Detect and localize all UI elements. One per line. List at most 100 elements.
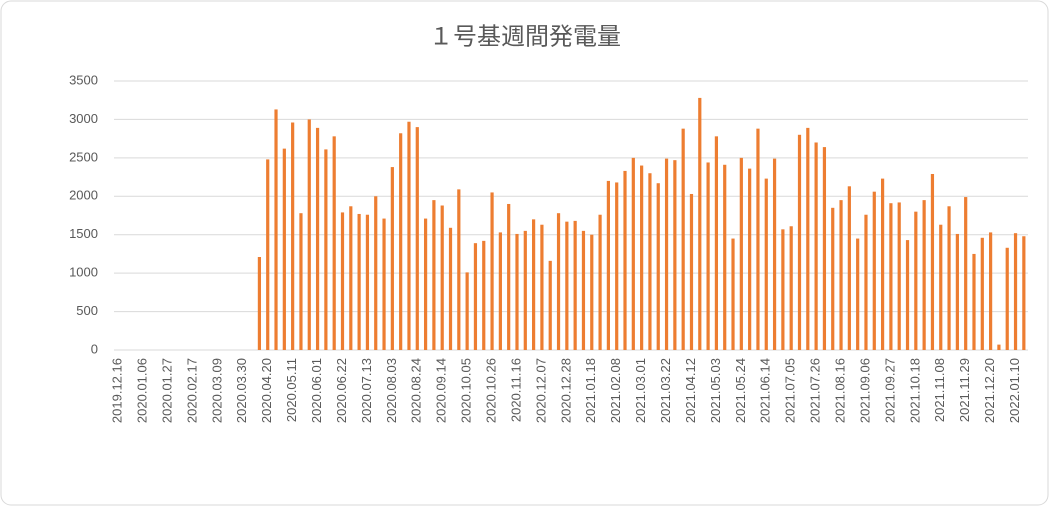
bar	[448, 227, 453, 350]
bar	[731, 238, 735, 350]
x-tick-label: 2020.03.09	[209, 358, 224, 423]
bar	[905, 240, 910, 350]
bar	[889, 203, 893, 350]
bar	[872, 191, 876, 350]
x-tick-label: 2020.11.16	[508, 358, 523, 422]
bar	[640, 165, 644, 350]
bar	[714, 136, 719, 350]
bar	[964, 197, 968, 350]
bar	[947, 206, 951, 350]
x-tick-label: 2021.11.08	[932, 358, 947, 422]
bar	[797, 134, 802, 350]
x-tick-label: 2021.12.20	[982, 358, 997, 423]
x-tick-label: 2020.08.03	[384, 358, 399, 423]
x-tick-label: 2020.02.17	[184, 358, 199, 423]
x-tick-label: 2021.05.24	[733, 358, 748, 423]
x-tick-label: 2021.05.03	[708, 358, 723, 423]
y-tick-label: 3000	[69, 111, 98, 126]
x-tick-label: 2020.01.06	[135, 358, 150, 423]
bar	[291, 122, 295, 350]
bar	[847, 186, 851, 350]
bar	[482, 240, 486, 350]
bar	[756, 128, 760, 350]
bar	[739, 157, 743, 350]
bar	[922, 200, 926, 350]
bar	[914, 211, 918, 350]
y-tick-label: 500	[76, 303, 98, 318]
x-tick-label: 2021.10.18	[907, 358, 922, 423]
x-tick-label: 2021.02.08	[608, 358, 623, 423]
bar	[772, 158, 777, 350]
bar	[340, 212, 345, 350]
bar	[831, 207, 835, 350]
x-tick-label: 2020.06.01	[309, 358, 324, 423]
x-tick-label: 2021.09.27	[882, 358, 897, 423]
bar	[357, 213, 361, 350]
bar	[1013, 233, 1018, 350]
bar	[1022, 236, 1026, 350]
bar	[681, 128, 685, 350]
y-tick-label: 0	[91, 341, 98, 356]
bar	[374, 196, 378, 350]
bar	[615, 182, 619, 350]
bar	[631, 157, 635, 350]
bar	[781, 229, 785, 350]
x-tick-label: 2020.10.26	[484, 358, 499, 423]
x-tick-label: 2020.12.07	[533, 358, 548, 423]
x-tick-label: 2020.10.05	[459, 358, 474, 423]
bar	[939, 224, 943, 350]
bar	[556, 213, 561, 350]
bar	[822, 147, 827, 350]
bar	[598, 214, 602, 350]
x-tick-label: 2021.03.01	[633, 358, 648, 423]
bar	[748, 168, 752, 350]
bar	[266, 159, 270, 350]
bar	[573, 220, 577, 350]
x-tick-label: 2021.08.16	[832, 358, 847, 423]
bar	[407, 121, 411, 350]
bar	[648, 173, 652, 350]
bar	[565, 221, 569, 350]
bar	[390, 167, 394, 350]
bar	[382, 218, 386, 350]
x-tick-label: 2021.01.18	[583, 358, 598, 423]
y-tick-label: 1500	[69, 226, 98, 241]
bar	[581, 230, 586, 350]
bar	[274, 109, 278, 351]
bar	[324, 149, 328, 350]
x-tick-label: 2020.03.30	[234, 358, 249, 423]
bar	[498, 232, 502, 350]
x-tick-label: 2021.04.12	[683, 358, 698, 423]
bar	[864, 214, 868, 350]
bar	[789, 226, 793, 350]
x-tick-label: 2019.12.16	[110, 358, 125, 423]
bar	[507, 203, 511, 350]
bar	[399, 133, 403, 350]
bar	[540, 224, 544, 350]
bar	[532, 219, 536, 350]
x-tick-label: 2021.06.14	[758, 358, 773, 423]
y-tick-label: 2500	[69, 149, 98, 164]
bar	[440, 205, 444, 350]
bar	[880, 178, 885, 350]
bar	[955, 233, 959, 350]
bar	[349, 206, 353, 350]
bar	[457, 189, 461, 350]
bar	[723, 164, 727, 350]
x-tick-label: 2020.01.27	[159, 358, 174, 423]
x-tick-label: 2021.07.05	[783, 358, 798, 423]
bar	[698, 97, 702, 350]
y-tick-label: 3500	[69, 72, 98, 87]
x-tick-label: 2020.05.11	[284, 358, 299, 422]
y-tick-label: 2000	[69, 188, 98, 203]
bar	[415, 127, 419, 350]
bar	[980, 237, 984, 350]
x-tick-label: 2022.01.10	[1007, 358, 1022, 423]
x-tick-label: 2020.09.14	[434, 358, 449, 423]
bar	[897, 202, 901, 350]
bar	[706, 162, 710, 350]
bar	[515, 233, 519, 350]
bar	[315, 127, 320, 350]
bar	[365, 214, 370, 350]
